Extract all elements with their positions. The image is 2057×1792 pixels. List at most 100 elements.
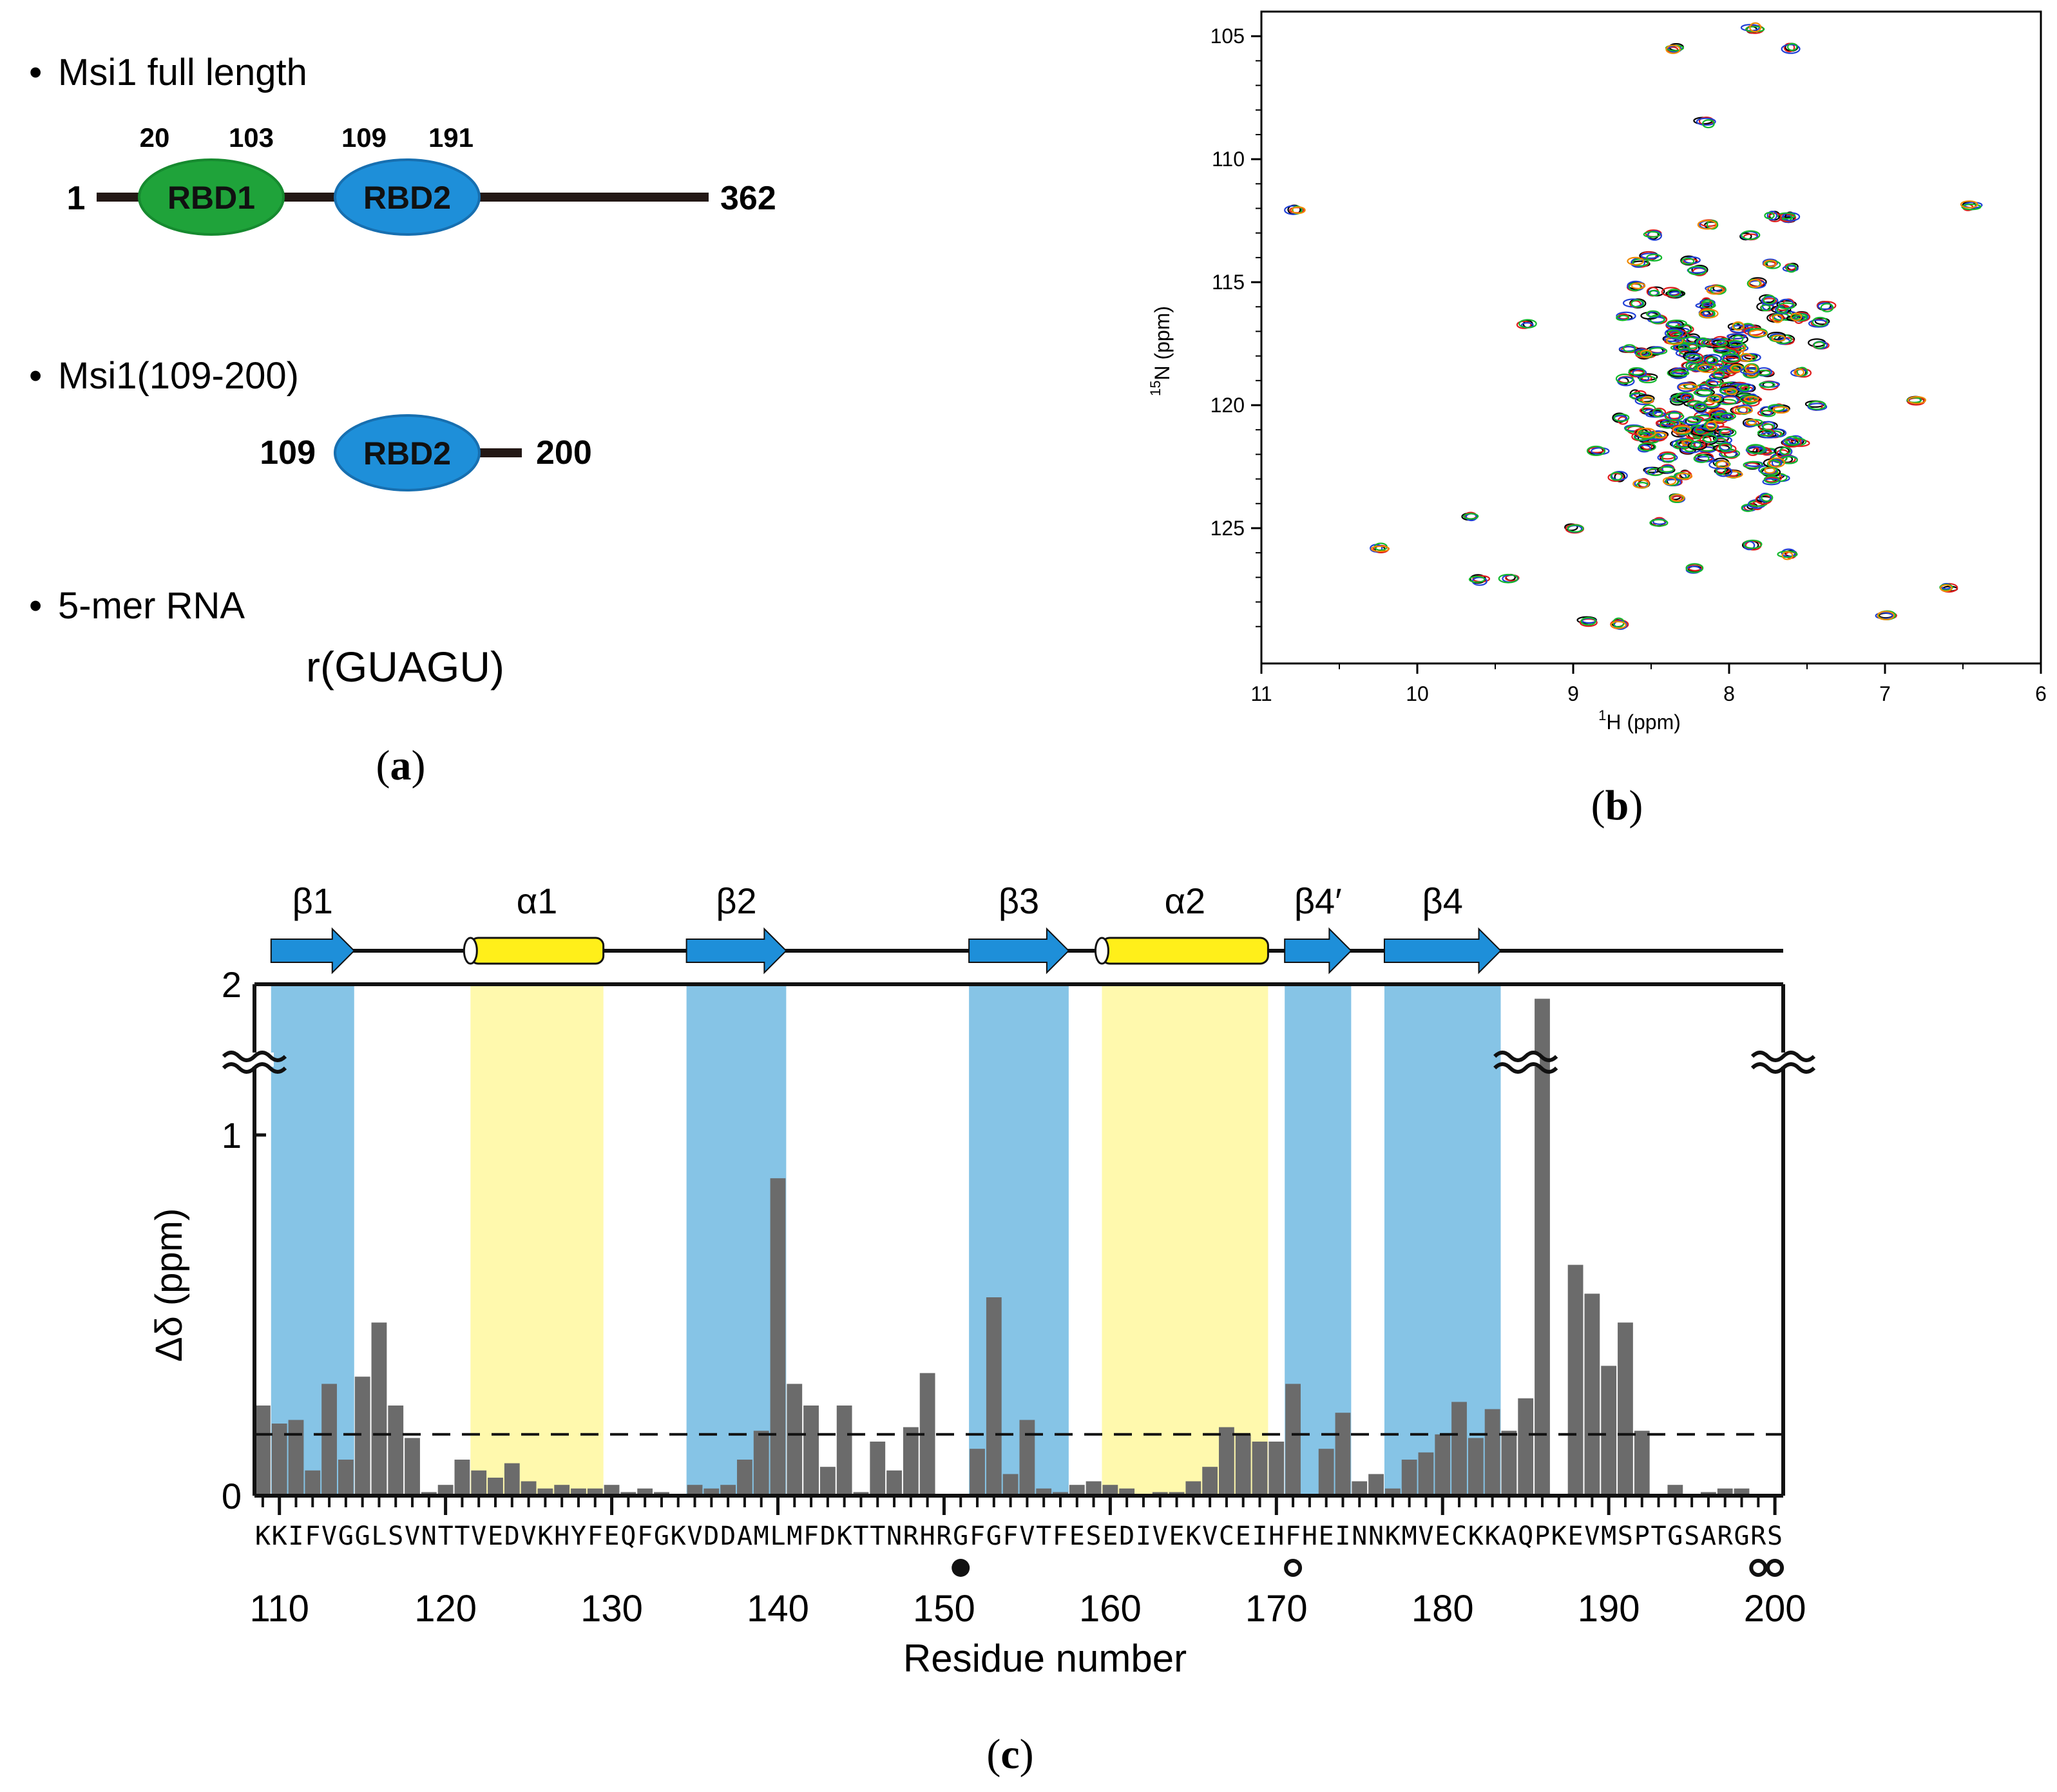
ss-band-strand — [271, 984, 354, 1496]
residue-letter: G — [654, 1521, 669, 1551]
hsqc-peak — [1808, 400, 1826, 410]
residue-letter: H — [920, 1521, 935, 1551]
bar-residue-118 — [405, 1438, 420, 1496]
residue-letter: N — [421, 1521, 437, 1551]
hsqc-peak — [1645, 310, 1660, 318]
hsqc-peak — [1646, 253, 1663, 262]
x-tick-label: 190 — [1578, 1588, 1640, 1630]
hsqc-peak — [1670, 370, 1690, 377]
hsqc-peak — [1743, 461, 1764, 469]
ss-label: β2 — [716, 881, 756, 921]
hsqc-peak — [1906, 397, 1922, 403]
residue-letter: C — [1219, 1521, 1234, 1551]
hsqc-peak — [1748, 279, 1762, 288]
hsqc-peak — [1807, 403, 1828, 411]
open-circle-marker — [1284, 1559, 1303, 1577]
bar-residue-169 — [1252, 1442, 1268, 1496]
hsqc-peak — [1693, 389, 1713, 396]
x-tick-label: 10 — [1406, 682, 1429, 705]
bar-residue-126 — [537, 1488, 553, 1496]
ss-label: β3 — [999, 881, 1039, 921]
strand-arrow — [968, 927, 1070, 975]
hsqc-peak — [1763, 475, 1780, 484]
hsqc-peak — [1664, 412, 1685, 421]
hsqc-peak — [1616, 314, 1630, 321]
hsqc-peak — [1727, 333, 1747, 339]
x-tick-label: 120 — [414, 1588, 477, 1630]
bar-residue-168 — [1235, 1434, 1251, 1496]
x-tick-label: 200 — [1744, 1588, 1806, 1630]
bar-residue-136 — [703, 1488, 720, 1496]
hsqc-peak — [1721, 414, 1733, 421]
residue-letter: H — [1302, 1521, 1317, 1551]
hsqc-peak — [1820, 303, 1834, 312]
residue-letter: S — [1767, 1521, 1783, 1551]
bar-residue-148 — [903, 1427, 919, 1496]
hsqc-peak — [1661, 453, 1676, 463]
bar-residue-123 — [488, 1478, 503, 1496]
hsqc-peak — [1781, 44, 1801, 54]
y-tick-label: 105 — [1210, 24, 1245, 48]
hsqc-peak — [1701, 119, 1715, 129]
hsqc-peak — [1716, 444, 1737, 454]
hsqc-peak — [1764, 212, 1775, 220]
hsqc-peak — [1812, 316, 1828, 327]
rbd1-end-label: 103 — [229, 122, 274, 153]
hsqc-peak — [1723, 470, 1743, 479]
residue-letter: D — [703, 1521, 719, 1551]
hsqc-peak — [1647, 311, 1661, 318]
hsqc-peak — [1710, 413, 1731, 421]
secondary-structure-track: β1 α1 β2 β3 α2 β4′ β4 — [270, 881, 1783, 975]
bar-residue-175 — [1352, 1481, 1368, 1496]
bar-residue-191 — [1618, 1322, 1633, 1496]
hsqc-peak — [1699, 309, 1719, 319]
y-tick-label: 125 — [1210, 517, 1245, 540]
hsqc-peak — [1667, 289, 1681, 298]
residue-letter: A — [1501, 1521, 1516, 1551]
bar-residue-166 — [1202, 1467, 1218, 1496]
strand-arrow — [270, 927, 356, 975]
residue-letter: K — [1185, 1521, 1201, 1551]
hsqc-peak — [1667, 319, 1687, 328]
hsqc-peak — [1632, 479, 1650, 489]
residue-letter: R — [1717, 1521, 1734, 1551]
x-tick-label: 140 — [747, 1588, 809, 1630]
residue-letter: M — [787, 1521, 802, 1551]
hsqc-peak — [1786, 43, 1798, 52]
rbd2-label: RBD2 — [363, 180, 451, 216]
hsqc-peak — [1649, 289, 1660, 296]
bar-residue-188 — [1567, 1264, 1583, 1496]
bar-residue-181 — [1451, 1402, 1467, 1496]
bar-residue-180 — [1435, 1434, 1451, 1496]
x-tick-label: 7 — [1879, 682, 1891, 705]
hsqc-peak — [1766, 332, 1786, 341]
bullet-1: • — [29, 52, 42, 93]
bullet-3: • — [29, 585, 42, 627]
hsqc-peak — [1580, 616, 1596, 626]
bar-residue-198 — [1734, 1488, 1750, 1496]
panel-a-label: (a) — [376, 742, 426, 789]
residue-letter: T — [438, 1521, 454, 1551]
residue-letter: G — [355, 1521, 370, 1551]
hsqc-peak — [1649, 519, 1669, 527]
residue-letter: F — [1053, 1521, 1068, 1551]
hsqc-peak — [1960, 200, 1978, 209]
hsqc-peak — [1463, 513, 1479, 520]
residue-letter: F — [637, 1521, 653, 1551]
hsqc-peak — [1696, 117, 1716, 126]
x-tick-label: 160 — [1079, 1588, 1142, 1630]
bar-residue-139 — [753, 1431, 769, 1496]
hsqc-peak — [1743, 539, 1763, 549]
residue-letter: G — [338, 1521, 354, 1551]
hsqc-peak — [1961, 204, 1982, 211]
hsqc-peak — [1792, 314, 1808, 321]
hsqc-peak — [1666, 329, 1681, 339]
hsqc-peak — [1672, 425, 1692, 434]
hsqc-peak — [1749, 22, 1762, 33]
hsqc-peak — [1746, 419, 1757, 426]
hsqc-peak — [1638, 376, 1657, 384]
hsqc-peak — [1643, 231, 1661, 238]
hsqc-peak — [1662, 477, 1677, 486]
hsqc-peak — [1739, 367, 1760, 375]
bar-residue-130 — [604, 1485, 620, 1496]
